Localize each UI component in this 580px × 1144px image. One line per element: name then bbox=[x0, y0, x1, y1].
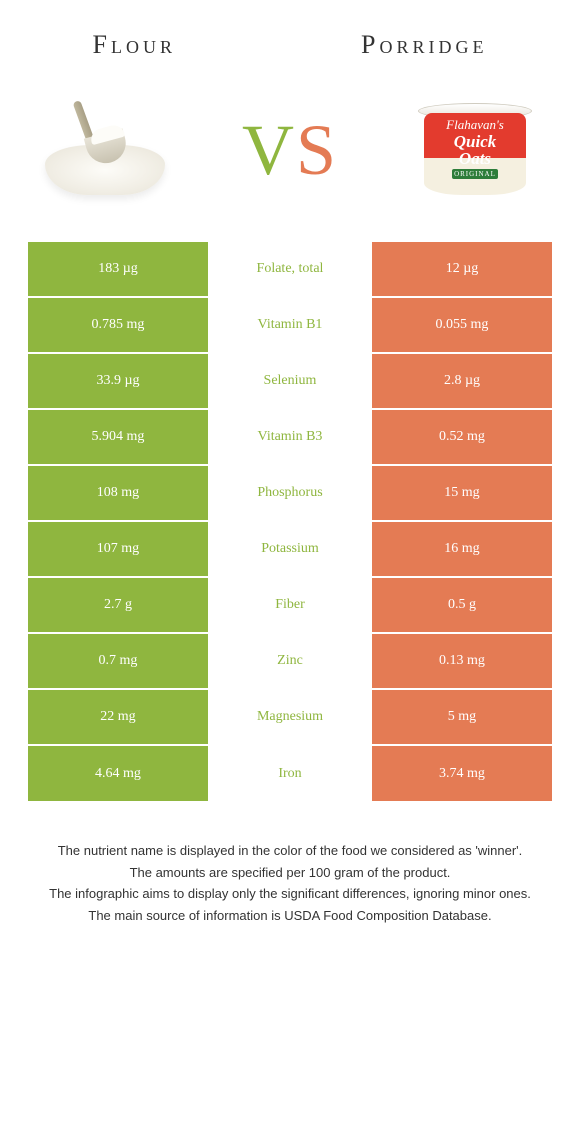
table-row: 0.785 mgVitamin B10.055 mg bbox=[28, 297, 552, 353]
table-row: 5.904 mgVitamin B30.52 mg bbox=[28, 409, 552, 465]
left-value: 5.904 mg bbox=[28, 409, 208, 465]
right-food-title: Porridge bbox=[361, 30, 487, 60]
left-value: 183 µg bbox=[28, 241, 208, 297]
flour-image bbox=[30, 90, 180, 210]
right-value: 0.055 mg bbox=[372, 297, 552, 353]
porridge-variant: ORIGINAL bbox=[452, 169, 498, 179]
footnote-line: The main source of information is USDA F… bbox=[34, 906, 546, 926]
left-value: 0.7 mg bbox=[28, 633, 208, 689]
porridge-brand: Flahavan's bbox=[424, 117, 526, 133]
nutrient-label: Phosphorus bbox=[208, 465, 372, 521]
header: Flour Porridge bbox=[0, 0, 580, 70]
right-value: 16 mg bbox=[372, 521, 552, 577]
comparison-table: 183 µgFolate, total12 µg0.785 mgVitamin … bbox=[28, 240, 552, 801]
table-row: 33.9 µgSelenium2.8 µg bbox=[28, 353, 552, 409]
porridge-image: Flahavan's QuickOats ORIGINAL bbox=[400, 90, 550, 210]
nutrient-label: Folate, total bbox=[208, 241, 372, 297]
footnote-line: The amounts are specified per 100 gram o… bbox=[34, 863, 546, 883]
table-row: 183 µgFolate, total12 µg bbox=[28, 241, 552, 297]
footnote-line: The infographic aims to display only the… bbox=[34, 884, 546, 904]
table-row: 107 mgPotassium16 mg bbox=[28, 521, 552, 577]
nutrient-label: Selenium bbox=[208, 353, 372, 409]
table-row: 4.64 mgIron3.74 mg bbox=[28, 745, 552, 801]
left-value: 4.64 mg bbox=[28, 745, 208, 801]
right-value: 15 mg bbox=[372, 465, 552, 521]
vs-label: VS bbox=[242, 109, 338, 192]
right-value: 5 mg bbox=[372, 689, 552, 745]
right-value: 2.8 µg bbox=[372, 353, 552, 409]
left-value: 107 mg bbox=[28, 521, 208, 577]
nutrient-label: Zinc bbox=[208, 633, 372, 689]
table-row: 108 mgPhosphorus15 mg bbox=[28, 465, 552, 521]
nutrient-label: Vitamin B1 bbox=[208, 297, 372, 353]
nutrient-label: Magnesium bbox=[208, 689, 372, 745]
vs-v-letter: V bbox=[242, 110, 296, 190]
right-value: 0.13 mg bbox=[372, 633, 552, 689]
nutrient-label: Fiber bbox=[208, 577, 372, 633]
vs-s-letter: S bbox=[296, 110, 338, 190]
porridge-product: QuickOats bbox=[424, 133, 526, 167]
images-row: VS Flahavan's QuickOats ORIGINAL bbox=[0, 70, 580, 240]
right-value: 0.5 g bbox=[372, 577, 552, 633]
right-value: 12 µg bbox=[372, 241, 552, 297]
footnote-line: The nutrient name is displayed in the co… bbox=[34, 841, 546, 861]
nutrient-label: Potassium bbox=[208, 521, 372, 577]
nutrient-label: Vitamin B3 bbox=[208, 409, 372, 465]
table-row: 22 mgMagnesium5 mg bbox=[28, 689, 552, 745]
left-value: 22 mg bbox=[28, 689, 208, 745]
left-value: 2.7 g bbox=[28, 577, 208, 633]
left-value: 33.9 µg bbox=[28, 353, 208, 409]
table-row: 0.7 mgZinc0.13 mg bbox=[28, 633, 552, 689]
left-value: 0.785 mg bbox=[28, 297, 208, 353]
right-value: 3.74 mg bbox=[372, 745, 552, 801]
left-value: 108 mg bbox=[28, 465, 208, 521]
right-value: 0.52 mg bbox=[372, 409, 552, 465]
footnotes: The nutrient name is displayed in the co… bbox=[34, 841, 546, 927]
nutrient-label: Iron bbox=[208, 745, 372, 801]
table-row: 2.7 gFiber0.5 g bbox=[28, 577, 552, 633]
left-food-title: Flour bbox=[93, 30, 176, 60]
